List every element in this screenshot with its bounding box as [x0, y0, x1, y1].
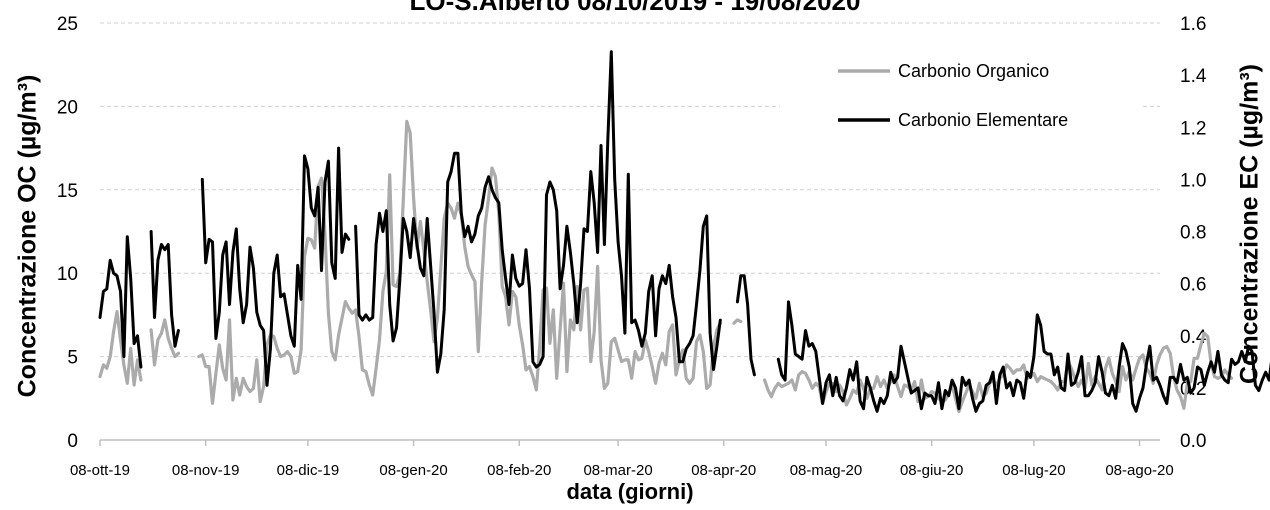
x-axis-label: data (giorni) — [566, 479, 694, 504]
y-tick-right-label: 0.8 — [1180, 223, 1206, 244]
x-tick-label: 08-ago-20 — [1105, 462, 1173, 479]
y-tick-left-label: 25 — [57, 14, 78, 35]
x-tick-label: 08-ott-19 — [70, 462, 130, 479]
chart-title: LO-S.Alberto 08/10/2019 - 19/08/2020 — [409, 0, 861, 16]
series-line-ec — [98, 50, 1270, 413]
x-ticks: 08-ott-19 08-nov-19 08-dic-19 08-gen-20 08-f… — [70, 440, 1174, 479]
y-tick-left-label: 20 — [57, 97, 78, 118]
y-tick-right-label: 1.4 — [1180, 66, 1207, 87]
y-tick-right-label: 1.0 — [1180, 170, 1206, 191]
y-ticks-left: 0 5 10 15 20 25 — [57, 14, 78, 452]
y-tick-left-label: 0 — [67, 431, 78, 452]
x-tick-label: 08-mar-20 — [583, 462, 652, 479]
y-tick-right-label: 0.0 — [1180, 431, 1206, 452]
y-tick-right-label: 1.6 — [1180, 14, 1206, 35]
x-tick-label: 08-mag-20 — [790, 462, 863, 479]
legend-background — [780, 40, 1140, 150]
x-tick-label: 08-giu-20 — [900, 462, 963, 479]
series-group — [98, 50, 1270, 414]
legend: Carbonio Organico Carbonio Elementare — [780, 40, 1140, 150]
y-tick-right-label: 1.2 — [1180, 118, 1206, 139]
x-tick-label: 08-apr-20 — [691, 462, 756, 479]
y-tick-left-label: 5 — [67, 348, 78, 369]
x-tick-label: 08-gen-20 — [379, 462, 447, 479]
x-tick-label: 08-dic-19 — [277, 462, 340, 479]
legend-label-ec: Carbonio Elementare — [898, 110, 1068, 130]
y-tick-left-label: 10 — [57, 264, 78, 285]
x-tick-label: 08-feb-20 — [487, 462, 551, 479]
x-tick-label: 08-nov-19 — [172, 462, 240, 479]
y-tick-right-label: 0.6 — [1180, 275, 1206, 296]
legend-label-oc: Carbonio Organico — [898, 61, 1049, 81]
x-tick-label: 08-lug-20 — [1002, 462, 1065, 479]
y-tick-left-label: 15 — [57, 181, 78, 202]
